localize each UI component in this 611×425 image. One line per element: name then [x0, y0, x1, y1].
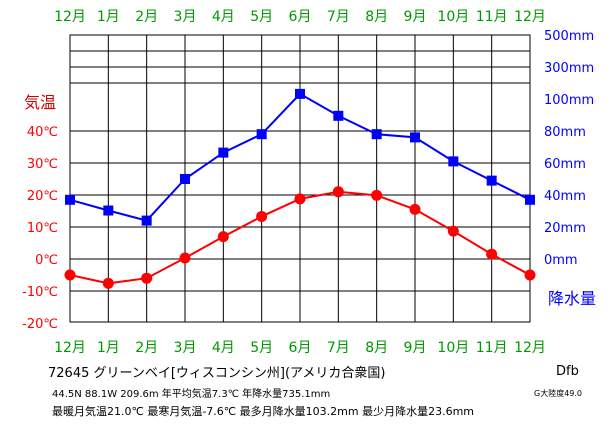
temp-tick-label: 10℃	[27, 221, 58, 236]
precipitation-point	[295, 88, 305, 99]
temperature-point	[217, 231, 229, 243]
bottom-month-label: 1月	[97, 340, 120, 356]
precipitation-point	[218, 147, 229, 158]
precip-tick-label: 20mm	[544, 221, 586, 236]
temperature-point	[141, 272, 153, 284]
bottom-month-label: 2月	[135, 340, 158, 356]
precipitation-point	[486, 175, 497, 186]
bottom-month-label: 5月	[250, 340, 273, 356]
top-month-label: 1月	[97, 9, 120, 25]
top-month-label: 11月	[476, 9, 508, 25]
station-extremes: 最暖月気温21.0℃ 最寒月気温-7.6℃ 最多月降水量103.2mm 最少月降…	[52, 405, 474, 418]
temperature-tick-labels: 40℃ 30℃ 20℃ 10℃ 0℃ -10℃ -20℃	[22, 125, 58, 332]
temperature-point	[447, 225, 459, 237]
temp-tick-label: 20℃	[27, 189, 58, 204]
precipitation-series	[65, 88, 535, 226]
precip-tick-label: 40mm	[544, 189, 586, 204]
temperature-point	[64, 269, 76, 281]
temperature-point	[409, 203, 421, 215]
station-title: 72645 グリーンベイ[ウィスコンシン州](アメリカ合衆国)	[48, 366, 386, 381]
temp-tick-label: -10℃	[22, 285, 58, 300]
precip-tick-label: 300mm	[544, 61, 594, 76]
bottom-month-label: 3月	[174, 340, 197, 356]
precip-tick-label: 0mm	[544, 253, 578, 268]
continentality-index: G大陸度49.0	[534, 389, 583, 398]
bottom-month-label: 12月	[54, 340, 86, 356]
bottom-month-label: 12月	[514, 340, 546, 356]
top-month-label: 2月	[135, 9, 158, 25]
top-month-label: 6月	[289, 9, 312, 25]
precipitation-point	[371, 129, 382, 140]
temperature-point	[179, 252, 191, 264]
temperature-point	[332, 186, 344, 198]
precipitation-point	[410, 132, 420, 143]
temperature-point	[294, 193, 306, 205]
temp-tick-label: -20℃	[22, 317, 58, 332]
temperature-point	[486, 248, 498, 260]
bottom-month-label: 10月	[437, 340, 469, 356]
bottom-month-label: 8月	[365, 340, 388, 356]
bottom-month-label: 9月	[404, 340, 427, 356]
bottom-month-labels: 12月 1月 2月 3月 4月 5月 6月 7月 8月 9月 10月 11月 12月	[54, 340, 546, 356]
top-month-label: 4月	[212, 9, 235, 25]
top-month-label: 10月	[437, 9, 469, 25]
top-month-label: 12月	[54, 9, 86, 25]
top-month-label: 9月	[404, 9, 427, 25]
climate-chart: 12月 1月 2月 3月 4月 5月 6月 7月 8月 9月 10月 11月 12月 12月 1月 2月 3月…	[22, 9, 596, 356]
precipitation-axis-label: 降水量	[548, 289, 596, 308]
station-details: 44.5N 88.1W 209.6m 年平均気温7.3℃ 年降水量735.1mm	[52, 389, 331, 400]
precipitation-point	[333, 110, 344, 121]
precipitation-point	[103, 205, 114, 216]
precipitation-point	[65, 194, 75, 205]
temperature-point	[524, 269, 536, 281]
top-month-label: 7月	[327, 9, 350, 25]
precipitation-point	[525, 194, 535, 205]
bottom-month-label: 6月	[289, 340, 312, 356]
precip-tick-label: 100mm	[544, 93, 594, 108]
temperature-axis-label: 気温	[24, 93, 56, 112]
temperature-point	[371, 189, 383, 201]
bottom-month-label: 4月	[212, 340, 235, 356]
chart-grid	[69, 34, 531, 323]
top-month-label: 5月	[250, 9, 273, 25]
top-month-label: 3月	[174, 9, 197, 25]
temperature-series	[64, 186, 536, 289]
precip-tick-label: 500mm	[544, 29, 594, 44]
climate-classification: Dfb	[556, 364, 579, 379]
precipitation-point	[180, 174, 190, 184]
precipitation-point	[141, 215, 152, 226]
precip-tick-label: 60mm	[544, 157, 586, 172]
precipitation-point	[256, 129, 267, 140]
bottom-month-label: 11月	[476, 340, 508, 356]
temp-tick-label: 0℃	[35, 253, 58, 268]
top-month-label: 8月	[365, 9, 388, 25]
temp-tick-label: 30℃	[27, 157, 58, 172]
temp-tick-label: 40℃	[27, 125, 58, 140]
precipitation-tick-labels: 0mm 20mm 40mm 60mm 80mm 100mm 300mm 500mm	[544, 29, 594, 268]
temperature-point	[102, 277, 114, 289]
top-month-labels: 12月 1月 2月 3月 4月 5月 6月 7月 8月 9月 10月 11月 12月	[54, 9, 546, 25]
precipitation-point	[448, 156, 459, 167]
top-month-label: 12月	[514, 9, 546, 25]
precip-tick-label: 80mm	[544, 125, 586, 140]
temperature-point	[256, 210, 268, 222]
bottom-month-label: 7月	[327, 340, 350, 356]
